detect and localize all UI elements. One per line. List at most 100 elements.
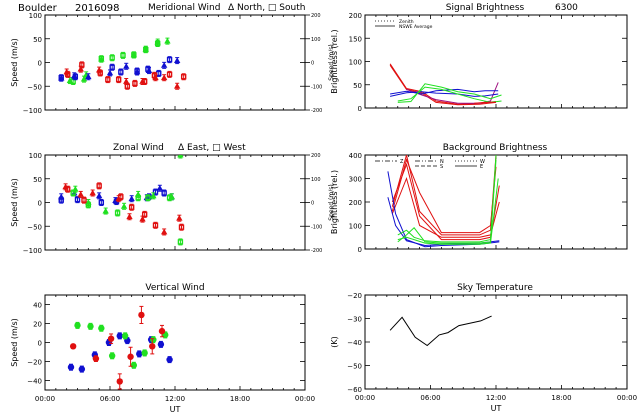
series-line-green-2: [397, 159, 497, 244]
legend-label: S: [440, 164, 443, 170]
data-point-square: [58, 197, 64, 203]
data-point-square: [70, 190, 76, 196]
series-line-blue-2: [389, 91, 499, 97]
y-tick-label: 100: [349, 223, 362, 231]
y-tick-label: 50: [353, 82, 362, 90]
data-point-triangle: [173, 57, 181, 63]
background-chart: Background Brightness 0 100 200 300 400 Bright…: [330, 143, 628, 254]
data-point: [149, 343, 156, 350]
series-line-red-4: [391, 176, 500, 238]
data-point-triangle: [80, 75, 88, 82]
y-tick-label: 100: [29, 12, 42, 20]
data-point-square: [120, 52, 126, 59]
signal-subtitle: 6300: [555, 3, 578, 13]
y-tick-label: 50: [33, 176, 42, 184]
x-tick-label: 00:00: [355, 394, 375, 402]
x-tick-label: 18:00: [551, 394, 571, 402]
zonal-y2-axis-label: Speed (m/s): [328, 184, 335, 220]
data-point-triangle: [85, 73, 92, 80]
data-point-triangle: [77, 191, 84, 197]
vertical-y-axis-label: Speed (m/s): [10, 318, 19, 367]
meridional-marker-legend: Δ North, □ South: [228, 3, 305, 13]
y-tick-label: −100: [23, 247, 42, 255]
data-point: [92, 355, 100, 362]
y-tick-label: −50: [27, 223, 42, 231]
data-point: [136, 350, 143, 358]
data-point: [166, 356, 173, 363]
data-point-triangle: [102, 207, 109, 214]
data-point: [74, 322, 81, 329]
data-point-triangle: [173, 82, 181, 89]
data-point: [121, 332, 129, 340]
data-point-triangle: [77, 65, 84, 72]
y2-tick-label: 100: [311, 177, 321, 183]
data-point-triangle: [150, 192, 157, 199]
data-point-triangle: [120, 202, 128, 209]
series-line-green-3: [397, 178, 499, 245]
data-point: [116, 378, 123, 385]
sky-data: [389, 315, 492, 347]
data-point-square: [141, 211, 148, 218]
series-line-red-3: [391, 162, 500, 241]
meridional-chart: Meridional Wind Δ North, □ South −100 −50 0 5…: [10, 3, 335, 115]
data-point-square: [114, 210, 121, 216]
y-tick-label: −50: [27, 83, 42, 91]
data-point: [98, 325, 105, 332]
data-point-triangle: [123, 62, 130, 69]
vertical-chart: Vertical Wind 00:00 06:00 12:00 18:00 00:00 UT…: [10, 283, 315, 414]
data-point-square: [166, 195, 173, 201]
series-line-orange: [474, 101, 496, 104]
data-point-square: [161, 190, 167, 196]
vertical-x-axis-label: UT: [170, 405, 181, 414]
data-point-square: [81, 197, 87, 203]
y-tick-label: −40: [27, 378, 42, 386]
data-point-square: [166, 71, 173, 78]
data-point-triangle: [156, 184, 164, 191]
sky-x-axis-label: UT: [491, 404, 502, 413]
zonal-y-axis-label: Speed (m/s): [10, 178, 19, 227]
zonal-chart: Zonal Wind Δ East, □ West −100 −50 0 50 100 Spe…: [10, 143, 335, 255]
data-point-square: [134, 68, 140, 74]
y-tick-label: −60: [347, 386, 362, 394]
data-point-triangle: [160, 228, 168, 235]
data-point-square: [65, 186, 71, 192]
data-point-square: [118, 69, 124, 75]
data-point-triangle: [164, 37, 171, 44]
legend-label: W: [480, 159, 485, 165]
sky-title: Sky Temperature: [457, 283, 533, 293]
data-point: [130, 362, 138, 369]
series-line-red-1: [389, 63, 497, 105]
x-tick-label: 00:00: [295, 395, 315, 403]
data-point-square: [177, 239, 184, 245]
data-point-square: [166, 56, 173, 63]
data-point-square: [70, 78, 76, 85]
y-tick-label: 0: [358, 105, 362, 113]
data-point-triangle: [98, 55, 105, 62]
signal-y-axis-label: Brightness (rel.): [330, 29, 339, 93]
data-point: [150, 336, 157, 343]
y-tick-label: −20: [27, 359, 42, 367]
zonal-title: Zonal Wind: [113, 143, 164, 153]
data-point-square: [74, 196, 81, 203]
y-tick-label: 200: [349, 12, 362, 20]
sky-chart: Sky Temperature 00:00 06:00 12:00 18:00 00:00…: [330, 283, 637, 413]
data-point: [67, 364, 75, 371]
data-point-triangle: [95, 192, 103, 199]
data-point: [141, 349, 148, 357]
x-tick-label: 06:00: [420, 394, 440, 402]
signal-title: Signal Brightness: [446, 3, 525, 13]
data-point: [127, 353, 134, 360]
x-tick-label: 06:00: [100, 395, 120, 403]
y2-tick-label: 200: [311, 13, 321, 19]
y-tick-label: 200: [349, 199, 362, 207]
data-point-square: [180, 74, 187, 80]
y-tick-label: −50: [347, 363, 362, 371]
y-tick-label: 0: [38, 60, 42, 68]
data-point-square: [79, 62, 85, 68]
meridional-title: Meridional Wind: [148, 3, 220, 13]
y-tick-label: −100: [23, 107, 42, 115]
y-tick-label: 400: [349, 152, 362, 160]
data-point: [69, 343, 77, 350]
data-point-square: [118, 194, 124, 200]
